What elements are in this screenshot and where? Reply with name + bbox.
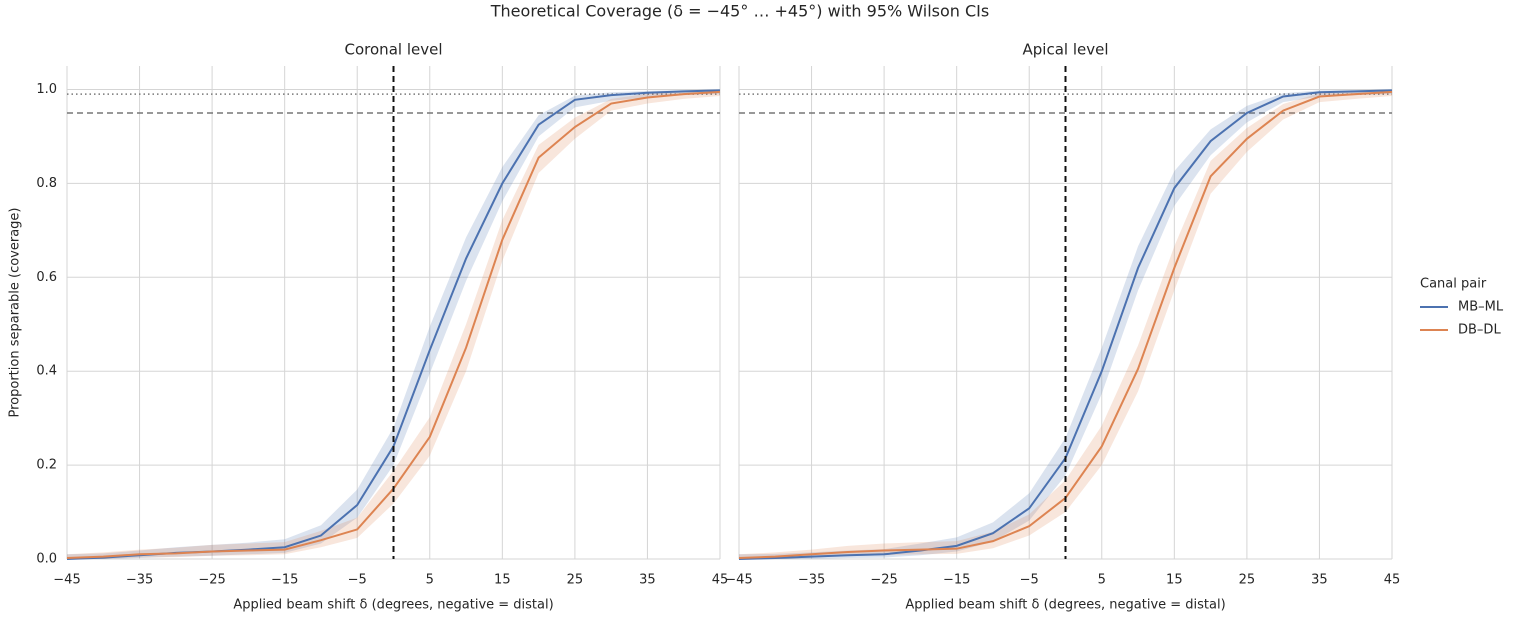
panel-title: Apical level xyxy=(1023,41,1109,59)
x-tick-label: −45 xyxy=(53,573,80,588)
legend-label: DB–DL xyxy=(1458,323,1501,338)
x-tick-label: −25 xyxy=(870,573,897,588)
x-axis-label: Applied beam shift δ (degrees, negative … xyxy=(905,598,1225,613)
y-tick-label: 0.2 xyxy=(36,458,57,473)
x-tick-label: −35 xyxy=(798,573,825,588)
x-tick-label: 5 xyxy=(1098,573,1106,588)
y-tick-label: 0.6 xyxy=(36,270,57,285)
legend-title: Canal pair xyxy=(1420,277,1487,292)
figure-title: Theoretical Coverage (δ = −45° … +45°) w… xyxy=(490,2,989,21)
x-tick-label: 45 xyxy=(1384,573,1401,588)
ci-band xyxy=(67,89,720,559)
y-tick-label: 1.0 xyxy=(36,82,57,97)
x-tick-label: 5 xyxy=(426,573,434,588)
x-tick-label: −5 xyxy=(348,573,367,588)
x-tick-label: 25 xyxy=(567,573,584,588)
x-tick-label: −25 xyxy=(198,573,225,588)
x-tick-label: −35 xyxy=(126,573,153,588)
x-tick-label: 15 xyxy=(1166,573,1183,588)
x-tick-label: −15 xyxy=(271,573,298,588)
panel-title: Coronal level xyxy=(345,41,443,59)
y-tick-label: 0.0 xyxy=(36,552,57,567)
x-tick-label: 25 xyxy=(1239,573,1256,588)
x-tick-label: −5 xyxy=(1020,573,1039,588)
ci-band xyxy=(739,89,1392,559)
x-axis-label: Applied beam shift δ (degrees, negative … xyxy=(233,598,553,613)
x-tick-label: 45 xyxy=(712,573,729,588)
x-tick-label: −45 xyxy=(725,573,752,588)
y-tick-label: 0.4 xyxy=(36,364,57,379)
legend-label: MB–ML xyxy=(1458,300,1504,315)
x-tick-label: 35 xyxy=(639,573,656,588)
x-tick-label: 35 xyxy=(1311,573,1328,588)
x-tick-label: 15 xyxy=(494,573,511,588)
y-axis-label: Proportion separable (coverage) xyxy=(8,208,23,418)
y-tick-label: 0.8 xyxy=(36,176,57,191)
x-tick-label: −15 xyxy=(943,573,970,588)
